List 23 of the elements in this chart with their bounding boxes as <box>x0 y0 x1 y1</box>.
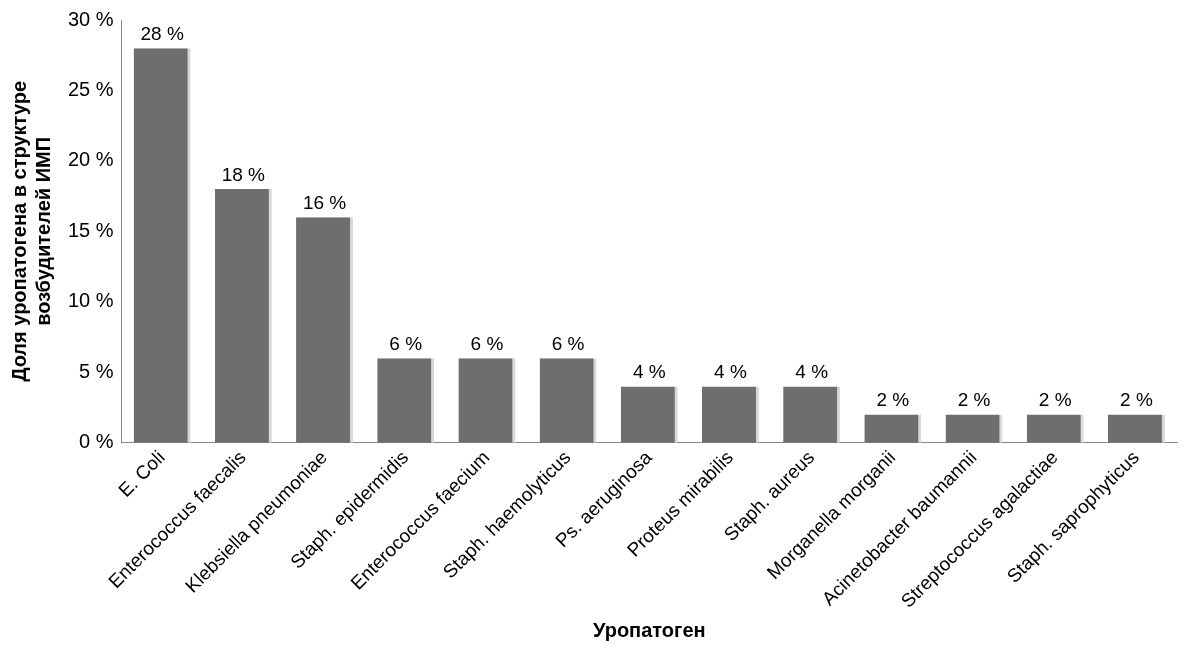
data-label: 6 % <box>389 332 423 354</box>
y-tick-label: 15 % <box>67 218 114 241</box>
data-label: 2 % <box>957 389 991 411</box>
data-label: 2 % <box>1038 389 1072 411</box>
x-axis-title: Уропатоген <box>592 618 706 641</box>
data-label: 18 % <box>221 163 266 185</box>
data-label: 4 % <box>714 361 747 383</box>
data-label: 4 % <box>632 361 666 383</box>
y-tick-label: 25 % <box>67 77 114 100</box>
y-tick-label: 5 % <box>79 359 114 382</box>
data-label: 16 % <box>302 192 347 214</box>
y-tick-label: 30 % <box>67 7 114 30</box>
y-tick-label: 0 % <box>79 430 114 453</box>
y-tick-label: 20 % <box>67 148 114 171</box>
data-label: 6 % <box>551 332 585 354</box>
data-label: 2 % <box>1120 389 1153 411</box>
y-tick-label: 10 % <box>67 289 114 312</box>
x-tick-label: E. Coli <box>114 446 169 501</box>
data-label: 2 % <box>876 389 910 411</box>
data-label: 4 % <box>795 361 829 383</box>
data-label: 28 % <box>140 22 184 44</box>
data-label: 6 % <box>470 332 504 354</box>
y-axis-title: Доля уропатогена в структуре возбудителей ИМП <box>7 80 54 382</box>
